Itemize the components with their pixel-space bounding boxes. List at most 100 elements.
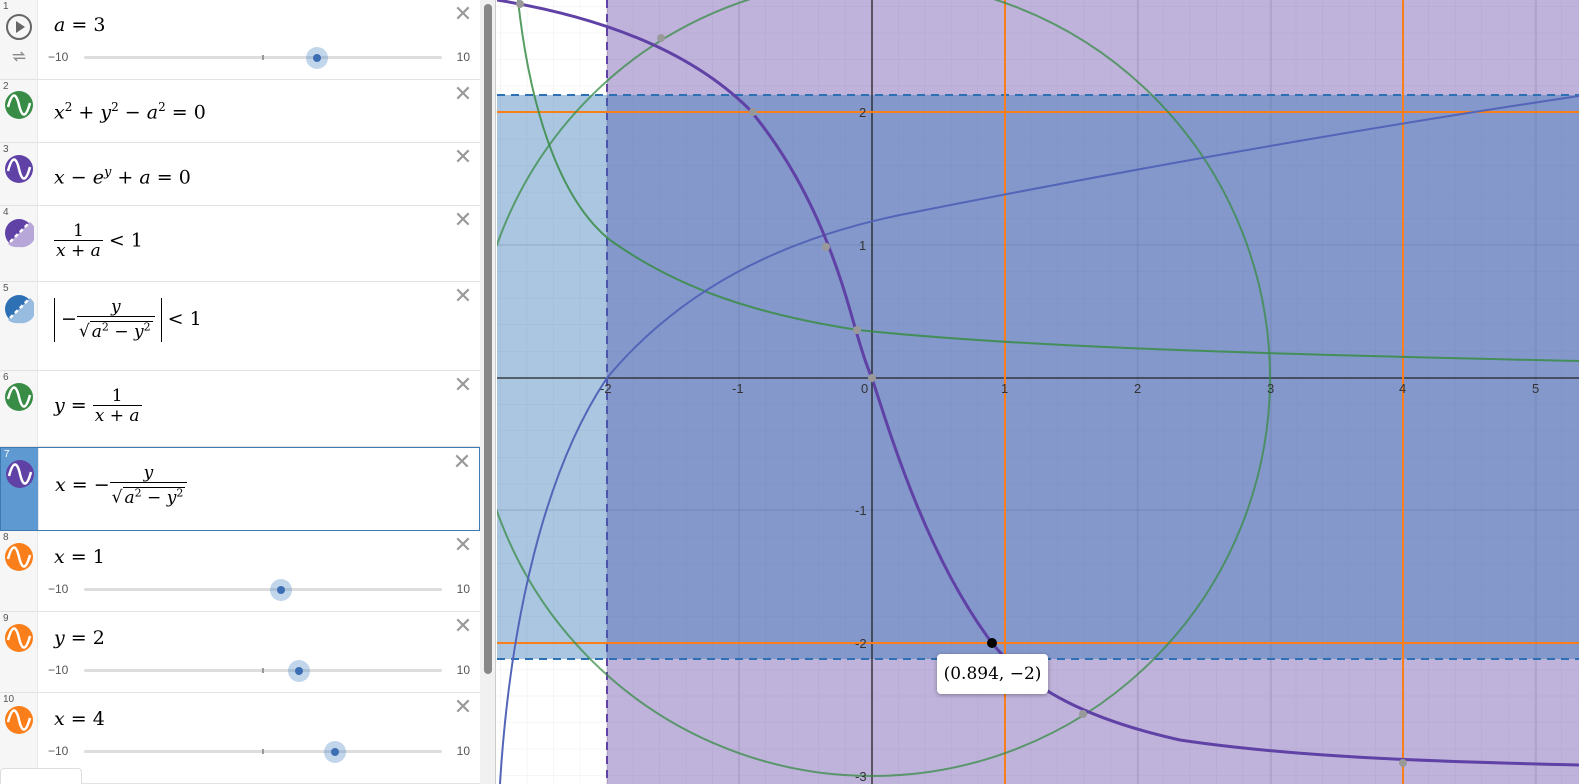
delete-expression-icon[interactable]: ✕ <box>453 373 473 398</box>
x-tick-label: 3 <box>1267 381 1274 396</box>
blue-inequality-icon[interactable] <box>4 294 34 324</box>
purple-inequality-icon[interactable] <box>4 218 34 248</box>
expression-index: 5 <box>3 283 9 294</box>
play-icon[interactable] <box>4 12 34 42</box>
slider-track[interactable] <box>84 47 442 69</box>
slider-track[interactable] <box>84 660 442 682</box>
expression-tab[interactable]: 6 <box>0 371 38 446</box>
delete-expression-icon[interactable]: ✕ <box>453 2 473 27</box>
slider-thumb[interactable] <box>270 579 292 601</box>
minor-grid <box>497 0 1579 784</box>
keypad-toggle-button[interactable] <box>0 768 82 784</box>
x-tick-label: 2 <box>1134 381 1141 396</box>
delete-expression-icon[interactable]: ✕ <box>453 145 473 170</box>
expression-tab[interactable]: 8 <box>0 531 38 611</box>
slider-max: 10 <box>456 582 470 596</box>
expression-row-3[interactable]: 3 x − ey + a = 0 ✕ <box>0 143 480 206</box>
graph-svg[interactable]: -2 -1 0 1 2 3 4 5 2 1 -1 -2 -3 <box>497 0 1579 784</box>
math-x-equals-1[interactable]: x = 1 <box>54 546 105 568</box>
expression-row-7[interactable]: 7 x = − y √ a2 − y2 ✕ <box>0 447 480 531</box>
x-tick-label: 5 <box>1532 381 1539 396</box>
slider-x4[interactable]: −10 10 <box>40 741 480 763</box>
purple-curve-icon[interactable] <box>4 154 34 184</box>
region-inequality-1 <box>607 0 1579 784</box>
slider-min: −10 <box>48 582 69 596</box>
slider-min: −10 <box>48 663 69 677</box>
delete-expression-icon[interactable]: ✕ <box>452 450 472 475</box>
expression-row-5[interactable]: 5 − y √ a2 − y2 < 1 ✕ <box>0 282 480 371</box>
orange-curve-icon[interactable] <box>4 705 34 735</box>
expression-row-2[interactable]: 2 x2 + y2 − a2 = 0 ✕ <box>0 80 480 143</box>
expression-tab[interactable]: 5 <box>0 282 38 370</box>
purple-curve-icon[interactable] <box>5 459 35 489</box>
math-inequality-2[interactable]: − y √ a2 − y2 < 1 <box>54 298 202 342</box>
expression-tab[interactable]: 7 <box>1 448 39 530</box>
math-circle-equation[interactable]: x2 + y2 − a2 = 0 <box>54 100 206 124</box>
delete-expression-icon[interactable]: ✕ <box>453 614 473 639</box>
expression-index: 7 <box>4 449 10 460</box>
curve-hyperbola <box>517 0 1579 362</box>
slider-min: −10 <box>48 744 69 758</box>
curve-exponential <box>499 95 1579 784</box>
slider-max: 10 <box>456 50 470 64</box>
graph-canvas[interactable]: -2 -1 0 1 2 3 4 5 2 1 -1 -2 -3 <box>497 0 1579 784</box>
orange-curve-icon[interactable] <box>4 623 34 653</box>
expression-row-1[interactable]: 1 a = 3 ✕ −10 10 <box>0 0 480 80</box>
x-tick-label: 1 <box>1001 381 1008 396</box>
x-tick-label: 4 <box>1399 381 1406 396</box>
expression-tab[interactable]: 4 <box>0 206 38 281</box>
scrollbar-thumb[interactable] <box>484 4 492 674</box>
point-coordinate-tooltip: (0.894, −2) <box>937 654 1048 694</box>
slider-a[interactable]: −10 10 <box>40 47 480 69</box>
math-exponential-equation[interactable]: x − ey + a = 0 <box>54 165 191 189</box>
delete-expression-icon[interactable]: ✕ <box>453 695 473 720</box>
math-x-equals-4[interactable]: x = 4 <box>54 708 105 730</box>
slider-thumb[interactable] <box>324 741 346 763</box>
slider-x1[interactable]: −10 10 <box>40 579 480 601</box>
delete-expression-icon[interactable]: ✕ <box>453 533 473 558</box>
expression-row-9[interactable]: 9 y = 2 ✕ −10 10 <box>0 612 480 693</box>
x-tick-label: -2 <box>600 381 612 396</box>
expression-tab[interactable]: 3 <box>0 143 38 205</box>
delete-expression-icon[interactable]: ✕ <box>453 82 473 107</box>
delete-expression-icon[interactable]: ✕ <box>453 284 473 309</box>
curve-circle <box>497 0 1271 777</box>
green-curve-icon[interactable] <box>4 382 34 412</box>
intersection-points <box>516 0 1407 767</box>
slider-min: −10 <box>48 50 69 64</box>
expression-row-8[interactable]: 8 x = 1 ✕ −10 10 <box>0 531 480 612</box>
orange-curve-icon[interactable] <box>4 542 34 572</box>
expression-index: 1 <box>3 1 9 12</box>
region-inequality-2 <box>497 95 1579 659</box>
slider-thumb[interactable] <box>306 47 328 69</box>
y-tick-label: 1 <box>859 238 866 253</box>
expression-tab[interactable]: 1 <box>0 0 38 79</box>
slider-max: 10 <box>456 744 470 758</box>
slider-y2[interactable]: −10 10 <box>40 660 480 682</box>
selected-point[interactable] <box>987 638 997 648</box>
y-tick-label: -3 <box>855 769 867 784</box>
expression-index: 9 <box>3 613 9 624</box>
expression-index: 4 <box>3 207 9 218</box>
x-tick-label: -1 <box>732 381 744 396</box>
delete-expression-icon[interactable]: ✕ <box>453 208 473 233</box>
slider-thumb[interactable] <box>288 660 310 682</box>
expression-tab[interactable]: 2 <box>0 80 38 142</box>
math-a-equals-3[interactable]: a = 3 <box>54 14 106 36</box>
y-tick-label: -2 <box>855 636 867 651</box>
slider-max: 10 <box>456 663 470 677</box>
expression-list: 1 a = 3 ✕ −10 10 2 x2 + y2 − a2 = 0 ✕ 3 <box>0 0 496 784</box>
green-curve-icon[interactable] <box>4 90 34 120</box>
expression-index: 6 <box>3 372 9 383</box>
math-y-equals-2[interactable]: y = 2 <box>54 627 105 649</box>
slider-track[interactable] <box>84 741 442 763</box>
expression-tab[interactable]: 9 <box>0 612 38 692</box>
slider-track[interactable] <box>84 579 442 601</box>
expression-index: 10 <box>3 694 15 705</box>
math-parametric-x[interactable]: x = − y √ a2 − y2 <box>55 464 188 508</box>
loop-icon[interactable] <box>10 50 28 63</box>
